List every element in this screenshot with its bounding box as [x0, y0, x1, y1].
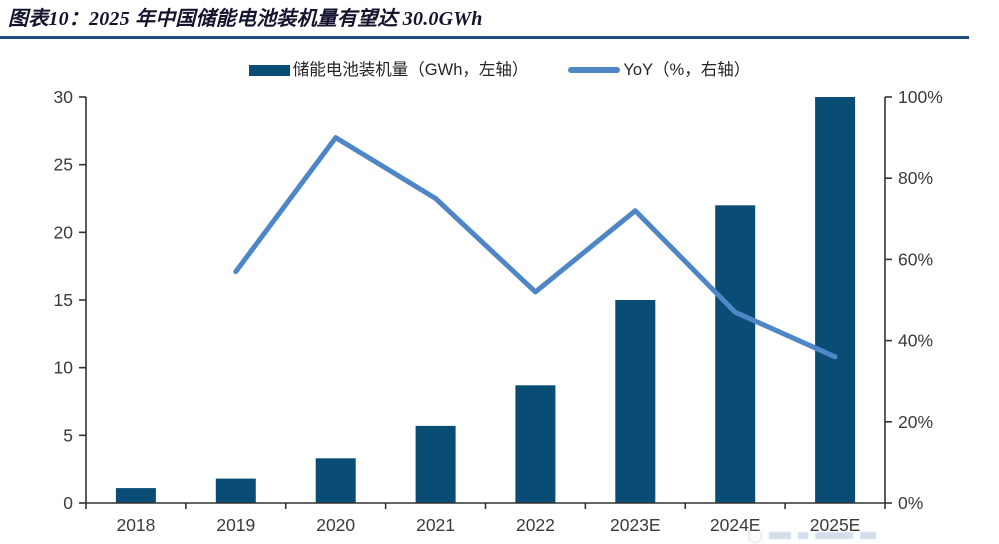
title-divider — [0, 36, 969, 39]
y-axis-left-label: 20 — [54, 222, 74, 242]
x-axis-label: 2023E — [610, 515, 661, 535]
bar-2023E — [615, 300, 656, 503]
y-axis-left-label: 15 — [54, 290, 73, 310]
chart-area: 0 5 10 15 20 25 30 0% 20% 40% 60% 80% 100% 2018 2019 20… — [0, 40, 999, 544]
bar-2022 — [515, 385, 556, 503]
y-axis-left-label: 10 — [54, 358, 74, 378]
legend-item-yoy: YoY（%，右轴） — [568, 61, 750, 79]
line-series-swatch — [568, 67, 621, 73]
x-axis-label: 2025E — [810, 515, 861, 535]
y-axis-left-label: 5 — [63, 425, 73, 445]
x-axis-label: 2019 — [216, 515, 255, 535]
x-axis-label: 2024E — [710, 515, 761, 535]
y-axis-left-label: 25 — [54, 155, 73, 175]
combo-chart-svg: 0 5 10 15 20 25 30 0% 20% 40% 60% 80% 100% 2018 2019 20… — [54, 87, 943, 535]
x-axis-label: 2020 — [316, 515, 355, 535]
bar-2019 — [215, 478, 256, 503]
bar-2024E — [715, 205, 756, 504]
chart-legend: 储能电池装机量（GWh，左轴） YoY（%，右轴） — [0, 61, 999, 79]
x-axis-label: 2022 — [516, 515, 555, 535]
bar-series-swatch — [248, 64, 290, 76]
y-axis-right-label: 100% — [898, 87, 943, 107]
y-axis-left-label: 30 — [54, 87, 74, 107]
y-axis-right-label: 0% — [898, 493, 923, 513]
bar-2018 — [115, 488, 156, 503]
yoy-line — [233, 135, 838, 360]
bar-2020 — [315, 458, 356, 503]
bar-2021 — [415, 425, 456, 503]
y-axis-right-label: 20% — [898, 412, 933, 432]
figure-title: 图表10：2025 年中国储能电池装机量有望达 30.0GWh — [8, 8, 483, 30]
y-axis-right-label: 80% — [898, 168, 933, 188]
bar-2025E — [815, 97, 856, 503]
legend-item-installed-capacity: 储能电池装机量（GWh，左轴） — [248, 61, 529, 79]
x-axis-label: 2018 — [116, 515, 155, 535]
legend-label-installed-capacity: 储能电池装机量（GWh，左轴） — [292, 61, 529, 79]
y-axis-left-label: 0 — [63, 493, 73, 513]
x-axis-label: 2021 — [416, 515, 455, 535]
y-axis-right-label: 60% — [898, 249, 933, 269]
legend-label-yoy: YoY（%，右轴） — [623, 61, 751, 79]
y-axis-right-label: 40% — [898, 331, 933, 351]
